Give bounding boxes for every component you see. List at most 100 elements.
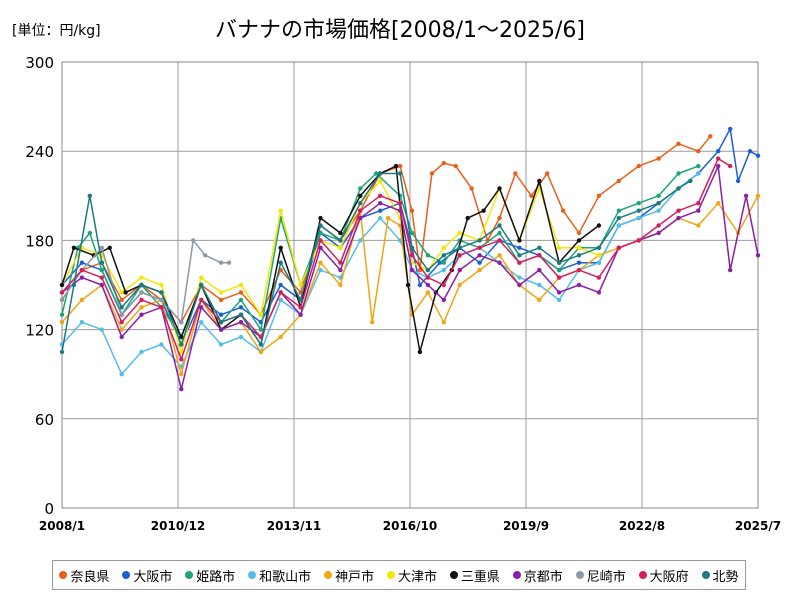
data-point [218, 342, 224, 347]
series-10 [59, 171, 693, 355]
data-point [497, 223, 502, 228]
data-point [119, 305, 124, 310]
data-point [576, 230, 582, 236]
data-point [358, 201, 363, 206]
data-point [537, 178, 542, 184]
data-point [696, 171, 701, 176]
data-point [238, 282, 244, 288]
data-point [99, 260, 105, 265]
data-point [358, 208, 363, 213]
data-point [417, 282, 423, 288]
legend-label: 神戸市 [335, 569, 375, 585]
data-point [425, 290, 431, 295]
data-point [537, 253, 542, 258]
data-point [159, 290, 164, 295]
data-point [79, 297, 85, 303]
data-point [218, 312, 224, 317]
data-point [238, 312, 244, 317]
data-point [218, 327, 224, 332]
data-point [59, 349, 65, 355]
legend-label: 京都市 [523, 569, 563, 585]
data-point [87, 193, 93, 198]
data-point [179, 357, 184, 362]
data-point [743, 193, 749, 198]
x-tick-label: 2019/9 [503, 519, 549, 533]
data-point [477, 245, 482, 250]
data-point [409, 208, 415, 213]
data-point [397, 163, 403, 169]
data-point [457, 253, 462, 258]
data-point [139, 297, 144, 303]
data-point [576, 260, 582, 265]
data-point [119, 372, 124, 377]
data-point [596, 223, 602, 228]
data-point [517, 238, 522, 243]
data-point [497, 238, 502, 243]
data-point [119, 327, 124, 332]
data-point [696, 223, 701, 228]
data-point [576, 245, 582, 250]
x-tick-label: 2025/7 [735, 519, 781, 533]
data-point [497, 186, 502, 191]
data-point [179, 334, 184, 340]
data-point [119, 320, 124, 325]
data-point [477, 260, 482, 265]
data-point [616, 178, 621, 184]
x-tick-label: 2016/10 [383, 519, 437, 533]
legend-label: 奈良県 [70, 569, 110, 585]
legend-item: 京都市 [512, 566, 563, 585]
data-point [755, 153, 761, 158]
data-point [71, 245, 77, 250]
data-point [656, 193, 661, 198]
data-point [513, 171, 518, 176]
data-point [656, 230, 661, 236]
data-point [358, 215, 363, 221]
data-point [318, 215, 323, 221]
data-point [218, 297, 224, 303]
data-point [656, 223, 661, 228]
data-point [728, 163, 733, 169]
legend-item: 尼崎市 [575, 566, 626, 585]
data-point [278, 282, 283, 288]
legend-label: 尼崎市 [586, 569, 626, 585]
data-point [481, 208, 486, 213]
legend-marker [248, 571, 257, 579]
legend-item: 和歌山市 [248, 566, 311, 585]
series-line [61, 135, 711, 323]
data-point [226, 260, 232, 265]
data-point [79, 267, 85, 273]
data-point [441, 253, 446, 258]
x-tick-label: 2013/11 [267, 519, 321, 533]
data-point [318, 260, 323, 265]
data-point [179, 349, 184, 355]
legend: 奈良県 大阪市 姫路市 和歌山市 神戸市 大津市 三重県 京都市 尼崎市 大阪府 北勢 [52, 560, 746, 590]
legend-item: 奈良県 [59, 566, 109, 585]
data-point [441, 267, 446, 273]
data-point [238, 305, 244, 310]
data-point [199, 320, 204, 325]
data-point [517, 260, 522, 265]
data-point [409, 245, 415, 250]
data-point [99, 282, 105, 288]
data-point [457, 282, 462, 288]
data-point [139, 275, 144, 280]
data-point [556, 275, 562, 280]
data-point [409, 253, 415, 258]
series-line [61, 165, 759, 390]
data-point [238, 320, 244, 325]
data-point [425, 282, 431, 288]
data-point [596, 253, 602, 258]
data-point [537, 282, 542, 288]
data-point [696, 201, 701, 206]
legend-item: 北勢 [701, 566, 739, 585]
y-tick-label: 0 [44, 500, 54, 518]
data-point [318, 238, 323, 243]
data-point [87, 230, 93, 236]
data-point [616, 223, 621, 228]
data-point [338, 267, 343, 273]
data-point [716, 163, 721, 169]
data-point [278, 260, 283, 265]
data-point [728, 267, 733, 273]
data-point [79, 275, 85, 280]
